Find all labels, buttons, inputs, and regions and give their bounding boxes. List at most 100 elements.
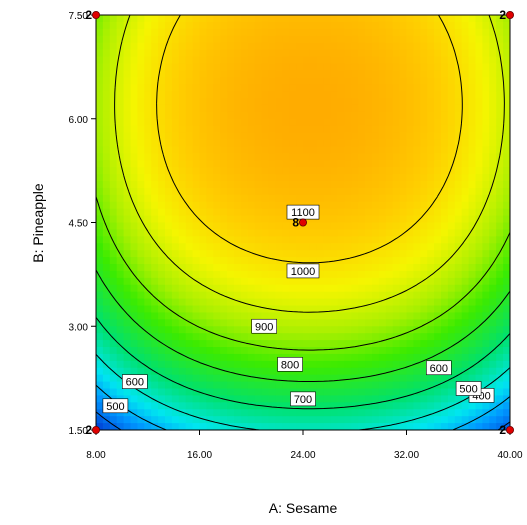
heat-cell bbox=[454, 187, 463, 196]
heat-cell bbox=[372, 98, 380, 106]
heat-cell bbox=[116, 21, 125, 30]
heat-cell bbox=[468, 409, 477, 417]
heat-cell bbox=[206, 160, 214, 168]
heat-cell bbox=[503, 77, 510, 85]
heat-cell bbox=[116, 181, 125, 189]
heat-cell bbox=[378, 35, 387, 44]
heat-cell bbox=[434, 35, 442, 44]
heat-cell bbox=[171, 340, 180, 348]
heat-cell bbox=[385, 257, 394, 265]
heat-cell bbox=[254, 367, 263, 376]
heat-cell bbox=[158, 125, 166, 134]
heat-cell bbox=[96, 340, 104, 348]
heat-cell bbox=[192, 132, 201, 141]
heat-cell bbox=[171, 347, 180, 355]
heat-cell bbox=[434, 167, 442, 175]
heat-cell bbox=[323, 35, 332, 44]
heat-cell bbox=[144, 15, 152, 23]
heat-cell bbox=[151, 416, 159, 424]
heat-cell bbox=[303, 63, 311, 71]
heat-cell bbox=[130, 84, 138, 92]
heat-cell bbox=[158, 201, 166, 210]
heat-cell bbox=[337, 416, 345, 424]
heat-cell bbox=[158, 15, 166, 23]
heat-cell bbox=[365, 347, 373, 355]
heat-cell bbox=[199, 312, 207, 320]
heat-cell bbox=[275, 194, 283, 203]
heat-cell bbox=[268, 125, 276, 134]
y-tick-label: 1.50 bbox=[69, 426, 89, 437]
heat-cell bbox=[268, 395, 276, 403]
heat-cell bbox=[240, 35, 249, 44]
heat-cell bbox=[365, 402, 373, 410]
heat-cell bbox=[296, 187, 304, 196]
heat-cell bbox=[475, 250, 483, 258]
heat-cell bbox=[392, 222, 401, 231]
heat-cell bbox=[206, 42, 214, 51]
heat-cell bbox=[275, 264, 283, 272]
heat-cell bbox=[137, 409, 145, 417]
heat-cell bbox=[399, 222, 408, 231]
heat-cell bbox=[130, 222, 138, 231]
heat-cell bbox=[392, 423, 401, 430]
heat-cell bbox=[503, 222, 510, 231]
heat-cell bbox=[199, 125, 207, 134]
heat-cell bbox=[365, 98, 373, 106]
heat-cell bbox=[206, 388, 214, 397]
heat-cell bbox=[144, 208, 152, 217]
heat-cell bbox=[413, 49, 421, 58]
heat-cell bbox=[240, 84, 249, 92]
heat-cell bbox=[358, 319, 366, 327]
heat-cell bbox=[137, 28, 145, 37]
heat-cell bbox=[441, 167, 449, 175]
heat-cell bbox=[144, 416, 152, 424]
heat-cell bbox=[289, 63, 297, 71]
heat-cell bbox=[413, 15, 421, 23]
heat-cell bbox=[454, 333, 463, 341]
heat-cell bbox=[365, 236, 373, 244]
heat-cell bbox=[275, 104, 283, 113]
heat-cell bbox=[206, 374, 214, 383]
heat-cell bbox=[178, 98, 187, 106]
heat-cell bbox=[344, 146, 352, 154]
heat-cell bbox=[158, 284, 166, 293]
heat-cell bbox=[199, 153, 207, 161]
heat-cell bbox=[158, 353, 166, 362]
heat-cell bbox=[240, 21, 249, 30]
heat-cell bbox=[227, 381, 235, 390]
heat-cell bbox=[399, 187, 408, 196]
heat-cell bbox=[496, 201, 504, 210]
heat-cell bbox=[144, 98, 152, 106]
heat-cell bbox=[123, 77, 132, 85]
heat-cell bbox=[282, 388, 290, 397]
heat-cell bbox=[213, 222, 221, 231]
heat-cell bbox=[165, 201, 173, 210]
heat-cell bbox=[220, 132, 228, 141]
heat-cell bbox=[227, 402, 235, 410]
heat-cell bbox=[392, 49, 401, 58]
heat-cell bbox=[123, 236, 132, 244]
heat-cell bbox=[372, 381, 380, 390]
heat-cell bbox=[171, 236, 180, 244]
design-point bbox=[505, 425, 514, 434]
heat-cell bbox=[109, 187, 118, 196]
heat-cell bbox=[206, 264, 214, 272]
heat-cell bbox=[316, 56, 325, 65]
heat-cell bbox=[475, 264, 483, 272]
heat-cell bbox=[123, 319, 132, 327]
heat-cell bbox=[261, 70, 270, 78]
heat-cell bbox=[454, 277, 463, 286]
heat-cell bbox=[234, 388, 242, 397]
heat-cell bbox=[171, 243, 180, 251]
heat-cell bbox=[296, 15, 304, 23]
heat-cell bbox=[447, 91, 456, 99]
heat-cell bbox=[261, 98, 270, 106]
heat-cell bbox=[441, 194, 449, 203]
heat-cell bbox=[468, 56, 477, 65]
heat-cell bbox=[137, 42, 145, 51]
heat-cell bbox=[116, 347, 125, 355]
heat-cell bbox=[482, 312, 490, 320]
heat-cell bbox=[372, 167, 380, 175]
heat-cell bbox=[434, 139, 442, 148]
heat-cell bbox=[358, 395, 366, 403]
